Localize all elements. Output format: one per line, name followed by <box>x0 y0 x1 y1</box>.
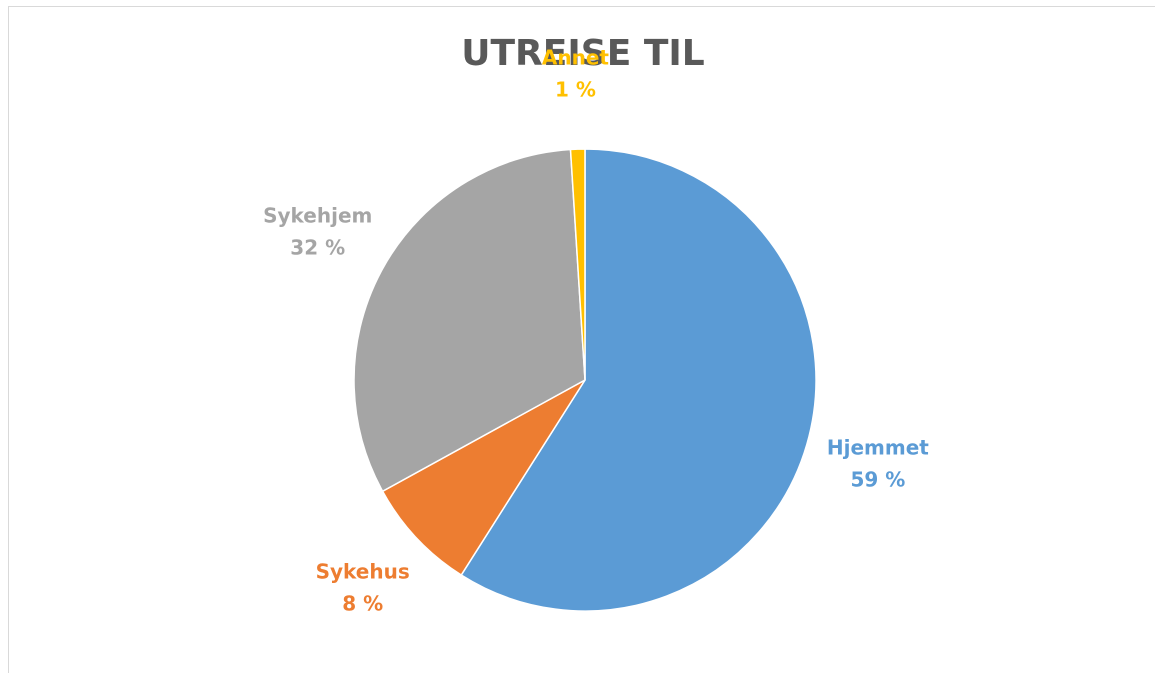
chart-title: UTREISE TIL <box>461 33 704 74</box>
slice-value-label: 1 % <box>555 78 596 102</box>
slice-label: Annet <box>542 46 610 70</box>
slice-label: Hjemmet <box>827 436 929 460</box>
pie-slice <box>460 148 817 612</box>
chart-frame <box>8 6 1155 673</box>
slice-value-label: 59 % <box>850 468 905 492</box>
pie-slice <box>569 148 586 381</box>
slice-label: Sykehjem <box>263 204 372 228</box>
pie-slice <box>381 379 586 577</box>
slice-label: Sykehus <box>316 559 410 583</box>
slice-value-label: 32 % <box>290 236 345 260</box>
pie-slice <box>353 148 586 493</box>
slice-value-label: 8 % <box>342 591 383 615</box>
